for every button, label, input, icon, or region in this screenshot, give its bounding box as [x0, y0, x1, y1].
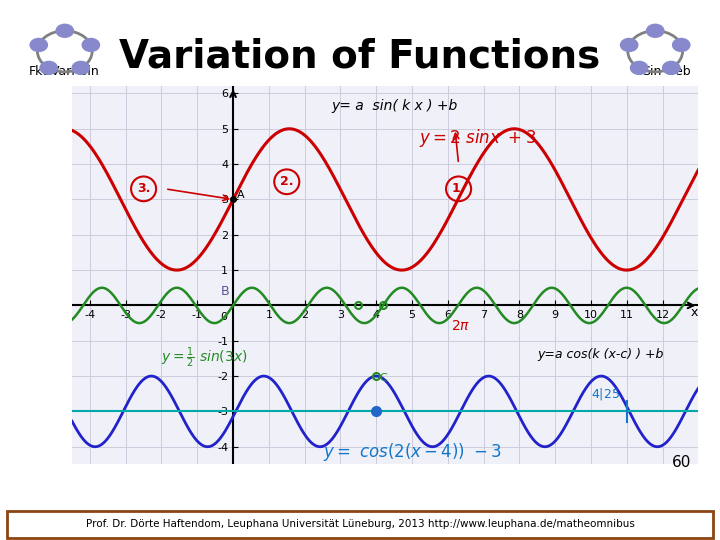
- Text: $y=\ cos(2(x-4))\ -3$: $y=\ cos(2(x-4))\ -3$: [323, 441, 501, 463]
- Text: y= a  sin( k x ) +b: y= a sin( k x ) +b: [331, 99, 457, 113]
- Text: C: C: [380, 373, 387, 383]
- Text: 3.: 3.: [137, 183, 150, 195]
- Text: $2\pi$: $2\pi$: [451, 319, 471, 333]
- Text: Variation of Functions: Variation of Functions: [120, 38, 600, 76]
- Text: Sin-Ueb: Sin-Ueb: [642, 65, 691, 78]
- FancyBboxPatch shape: [7, 511, 713, 538]
- Text: y=a cos(k (x-c) ) +b: y=a cos(k (x-c) ) +b: [537, 348, 664, 361]
- Text: 1.: 1.: [452, 183, 465, 195]
- Text: Fkt-Vari-Sin: Fkt-Vari-Sin: [29, 65, 99, 78]
- Text: x: x: [691, 306, 698, 319]
- Text: $4|25$: $4|25$: [591, 386, 620, 402]
- Text: 60: 60: [672, 455, 691, 470]
- Text: A: A: [237, 190, 244, 200]
- Text: 2.: 2.: [280, 176, 294, 188]
- Text: B: B: [220, 285, 229, 298]
- Text: $y=2\ sinx\ +3$: $y=2\ sinx\ +3$: [419, 127, 536, 149]
- Text: $y=\frac{1}{2}\ sin(3x)$: $y=\frac{1}{2}\ sin(3x)$: [161, 345, 248, 370]
- Text: 0: 0: [221, 312, 228, 322]
- Text: Prof. Dr. Dörte Haftendom, Leuphana Universität Lüneburg, 2013 http://www.leupha: Prof. Dr. Dörte Haftendom, Leuphana Univ…: [86, 519, 634, 529]
